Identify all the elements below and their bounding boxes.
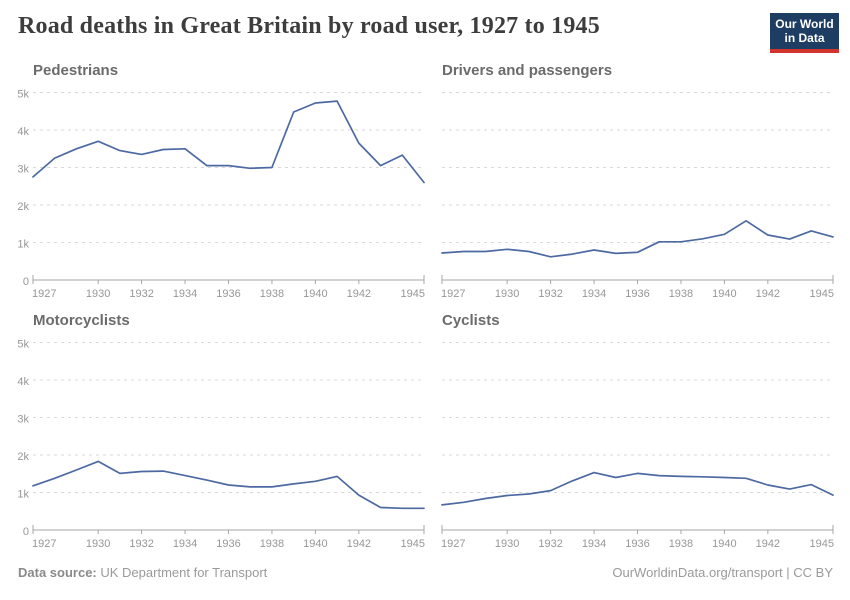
chart-footer: Data source: UK Department for Transport… <box>18 565 833 580</box>
x-axis-tick-label: 1930 <box>86 288 110 300</box>
drivers-passengers-chart-panel: Drivers and passengers 1927 1930 1932 1934 1… <box>423 62 837 304</box>
y-axis-tick-label: 3k <box>17 164 29 176</box>
motorcyclists-line-chart[interactable]: 0 1k 2k 3k 4k 5k 1927 1930 1932 1934 1936 1938 1940 1… <box>14 336 428 554</box>
x-axis-tick-label: 1927 <box>32 288 56 300</box>
data-series-line[interactable] <box>441 219 834 258</box>
y-axis-tick-label: 4k <box>17 126 29 138</box>
x-axis-tick-label: 1932 <box>538 288 562 300</box>
chart-title-pedestrians: Pedestrians <box>33 62 119 79</box>
x-axis-tick-label: 1930 <box>86 538 110 550</box>
x-axis-tick-label: 1934 <box>173 288 197 300</box>
x-axis-tick-label: 1938 <box>260 288 284 300</box>
x-axis-tick-label: 1936 <box>216 538 240 550</box>
data-source: Data source: UK Department for Transport <box>18 565 267 580</box>
y-axis-tick-label: 5k <box>17 339 29 351</box>
x-axis-tick-label: 1930 <box>495 538 519 550</box>
y-axis-tick-label: 5k <box>17 89 29 101</box>
x-axis-tick-label: 1942 <box>756 288 780 300</box>
y-axis-tick-label: 1k <box>17 489 29 501</box>
pedestrians-line-chart[interactable]: 0 1k 2k 3k 4k 5k 1927 1930 1932 1934 1936 1938 1940 1… <box>14 86 428 304</box>
logo-accent-bar <box>770 49 839 53</box>
x-axis-tick-label: 1945 <box>810 538 834 550</box>
x-axis-tick-label: 1942 <box>347 288 371 300</box>
x-axis-tick-label: 1936 <box>625 538 649 550</box>
data-series-line[interactable] <box>32 460 425 510</box>
cyclists-line-chart[interactable]: 1927 1930 1932 1934 1936 1938 1940 1942 1945 <box>423 336 837 554</box>
x-axis-tick-label: 1938 <box>669 538 693 550</box>
y-axis-tick-label: 1k <box>17 239 29 251</box>
chart-title-drivers-passengers: Drivers and passengers <box>442 62 613 79</box>
x-axis-tick-label: 1927 <box>441 538 465 550</box>
x-axis-tick-label: 1930 <box>495 288 519 300</box>
data-series-line[interactable] <box>441 471 834 506</box>
x-axis-tick-label: 1934 <box>582 538 606 550</box>
y-axis-tick-label: 3k <box>17 414 29 426</box>
x-axis-tick-label: 1940 <box>303 288 327 300</box>
x-axis-tick-label: 1942 <box>756 538 780 550</box>
data-source-value: UK Department for Transport <box>100 565 268 580</box>
y-axis-tick-label: 2k <box>17 451 29 463</box>
attribution-link[interactable]: OurWorldinData.org/transport | CC BY <box>612 565 833 580</box>
y-axis-tick-label: 2k <box>17 201 29 213</box>
motorcyclists-chart-panel: Motorcyclists 0 1k 2k 3k 4k 5k 1927 1930 1932 193… <box>14 312 428 554</box>
chart-title-cyclists: Cyclists <box>442 312 500 329</box>
data-series-line[interactable] <box>32 100 425 184</box>
data-source-label: Data source: <box>18 565 97 580</box>
x-axis-tick-label: 1927 <box>32 538 56 550</box>
x-axis-tick-label: 1932 <box>129 538 153 550</box>
x-axis-tick-label: 1942 <box>347 538 371 550</box>
x-axis-tick-label: 1932 <box>538 538 562 550</box>
x-axis-tick-label: 1934 <box>173 538 197 550</box>
y-axis-tick-label: 4k <box>17 376 29 388</box>
x-axis-tick-label: 1932 <box>129 288 153 300</box>
x-axis-tick-label: 1927 <box>441 288 465 300</box>
x-axis-tick-label: 1945 <box>401 538 425 550</box>
page-title: Road deaths in Great Britain by road use… <box>18 13 600 39</box>
drivers-passengers-line-chart[interactable]: 1927 1930 1932 1934 1936 1938 1940 1942 1945 <box>423 86 837 304</box>
x-axis-tick-label: 1936 <box>625 288 649 300</box>
pedestrians-chart-panel: Pedestrians 0 1k 2k 3k 4k 5k 1927 1930 1932 1934 1… <box>14 62 428 304</box>
owid-logo[interactable]: Our World in Data <box>770 13 839 53</box>
cyclists-chart-panel: Cyclists 1927 1930 1932 1934 1936 1938 1940 194… <box>423 312 837 554</box>
y-axis-tick-label: 0 <box>23 526 29 538</box>
y-axis-tick-label: 0 <box>23 276 29 288</box>
x-axis-tick-label: 1940 <box>712 538 736 550</box>
owid-logo-line1: Our World <box>775 17 834 31</box>
owid-logo-text: Our World in Data <box>770 13 839 45</box>
x-axis-tick-label: 1934 <box>582 288 606 300</box>
x-axis-tick-label: 1940 <box>712 288 736 300</box>
chart-title-motorcyclists: Motorcyclists <box>33 312 130 329</box>
x-axis-tick-label: 1938 <box>669 288 693 300</box>
x-axis-tick-label: 1945 <box>810 288 834 300</box>
owid-logo-line2: in Data <box>784 31 825 45</box>
x-axis-tick-label: 1936 <box>216 288 240 300</box>
x-axis-tick-label: 1938 <box>260 538 284 550</box>
x-axis-tick-label: 1945 <box>401 288 425 300</box>
x-axis-tick-label: 1940 <box>303 538 327 550</box>
